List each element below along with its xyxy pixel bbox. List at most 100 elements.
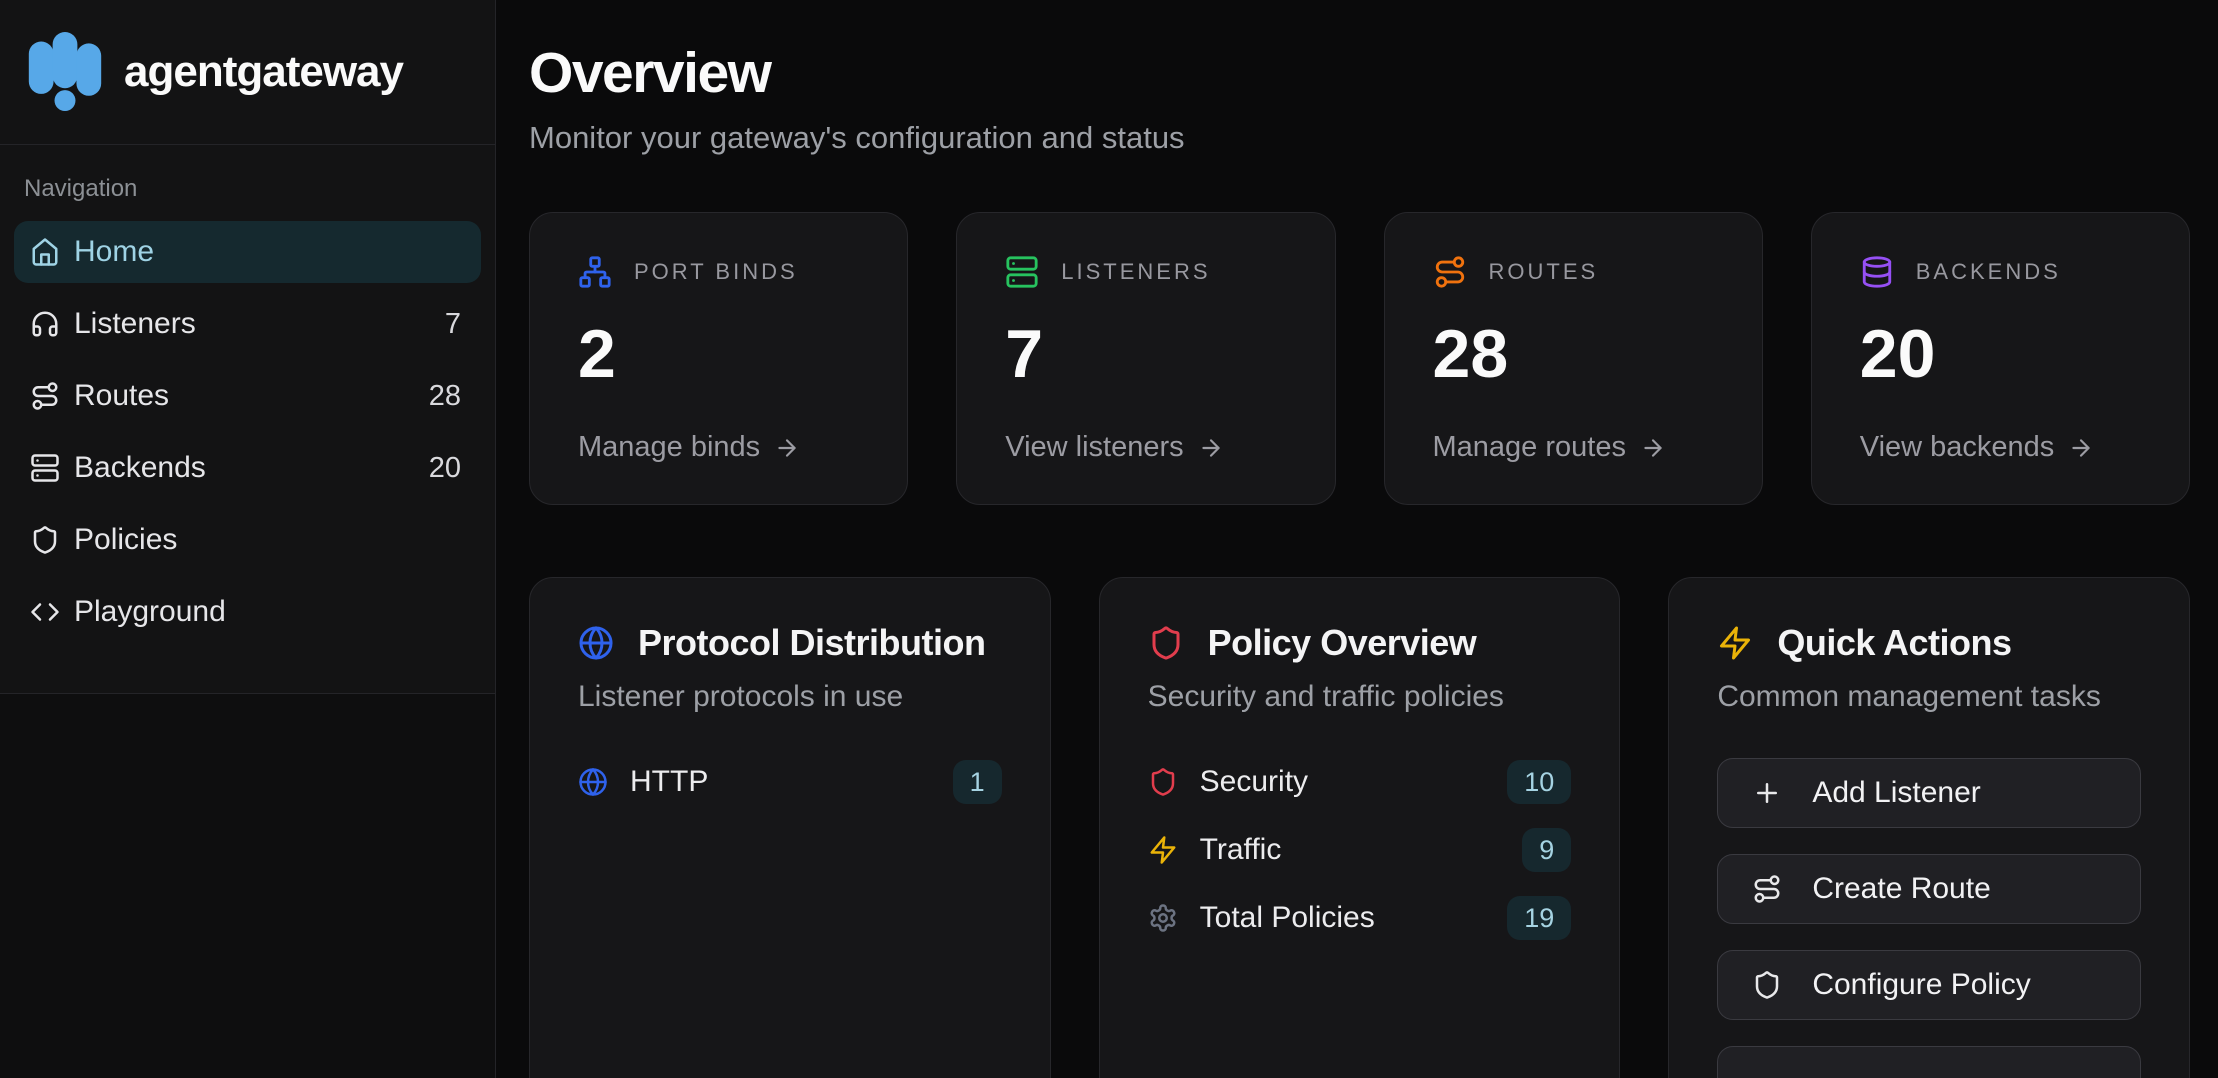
page-title: Overview [529, 41, 772, 105]
count-badge: 1 [952, 760, 1002, 804]
view-listeners-link[interactable]: View listeners [1005, 431, 1286, 464]
quick-actions-list: Add Listener Create Route Configure Poli… [1717, 758, 2141, 1078]
globe-icon [578, 625, 614, 661]
gear-icon [1148, 903, 1178, 933]
shield-icon [1148, 767, 1178, 797]
policy-row-total: Total Policies 19 [1148, 896, 1572, 940]
sidebar-item-count: 28 [428, 379, 461, 412]
configure-policy-button[interactable]: Configure Policy [1717, 950, 2141, 1020]
stat-card-header: BACKENDS [1860, 255, 2141, 289]
manage-binds-link[interactable]: Manage binds [578, 431, 859, 464]
policy-row-traffic: Traffic 9 [1148, 828, 1572, 872]
database-icon [1860, 255, 1894, 289]
protocol-list: HTTP 1 [578, 760, 1002, 804]
shield-icon [1752, 970, 1782, 1000]
stat-card-header: ROUTES [1433, 255, 1714, 289]
arrow-right-icon [2068, 435, 2094, 461]
policy-list: Security 10 Traffic 9 Total Policies 19 [1148, 760, 1572, 940]
nav-section-label: Navigation [24, 175, 138, 202]
stat-card-port-binds: PORT BINDS 2 Manage binds [529, 212, 909, 505]
agentgateway-logo-icon [28, 32, 102, 112]
protocol-label: HTTP [630, 765, 709, 798]
main-content: Overview Monitor your gateway's configur… [496, 0, 2218, 1078]
sidebar-item-routes[interactable]: Routes 28 [14, 365, 481, 427]
sidebar-nav: Navigation Home Listeners 7 Routes 28 Ba… [0, 145, 495, 694]
sidebar-item-backends[interactable]: Backends 20 [14, 437, 481, 499]
panel-title: Protocol Distribution [638, 622, 986, 663]
stat-card-listeners: LISTENERS 7 View listeners [956, 212, 1336, 505]
stat-card-backends: BACKENDS 20 View backends [1810, 212, 2190, 505]
sidebar-empty-area [0, 694, 495, 1078]
globe-icon [578, 767, 608, 797]
sidebar-item-label: Playground [74, 595, 226, 628]
stat-label: BACKENDS [1915, 259, 2061, 284]
headphones-icon [30, 309, 60, 339]
protocol-distribution-card: Protocol Distribution Listener protocols… [529, 577, 1051, 1078]
panel-title: Policy Overview [1207, 622, 1477, 663]
arrow-right-icon [1198, 435, 1224, 461]
policy-row-security: Security 10 [1148, 760, 1572, 804]
panel-subtitle: Security and traffic policies [1147, 680, 1504, 713]
panel-subtitle: Common management tasks [1717, 680, 2101, 713]
sidebar-item-home[interactable]: Home [14, 221, 481, 283]
quick-actions-card: Quick Actions Common management tasks Ad… [1668, 577, 2190, 1078]
stat-link-label: Manage routes [1432, 431, 1626, 463]
house-icon [30, 237, 60, 267]
zap-icon [1717, 625, 1753, 661]
stat-link-label: View backends [1859, 431, 2055, 463]
policy-label: Total Policies [1199, 901, 1375, 934]
sidebar-item-label: Listeners [74, 307, 196, 340]
sidebar-item-listeners[interactable]: Listeners 7 [14, 293, 481, 355]
network-icon [578, 255, 612, 289]
quick-action-button-partial[interactable] [1717, 1046, 2141, 1078]
sidebar-item-count: 7 [444, 307, 461, 340]
stat-label: LISTENERS [1061, 259, 1211, 284]
panel-subtitle: Listener protocols in use [578, 680, 904, 713]
sidebar-item-label: Backends [74, 451, 206, 484]
shield-icon [1148, 625, 1184, 661]
sidebar-item-label: Policies [74, 523, 178, 556]
panel-header: Quick Actions [1717, 622, 2141, 664]
stats-row: PORT BINDS 2 Manage binds LISTENERS 7 Vi… [529, 212, 2190, 505]
code-icon [30, 597, 60, 627]
policy-label: Traffic [1199, 833, 1282, 866]
add-listener-button[interactable]: Add Listener [1717, 758, 2141, 828]
policy-overview-card: Policy Overview Security and traffic pol… [1098, 577, 1621, 1078]
stat-label: PORT BINDS [634, 259, 798, 284]
panel-title: Quick Actions [1777, 622, 2012, 663]
count-badge: 10 [1507, 760, 1572, 804]
route-icon [1752, 874, 1782, 904]
server-icon [30, 453, 60, 483]
logo[interactable]: agentgateway [0, 0, 495, 145]
button-label: Create Route [1812, 872, 1991, 905]
stat-value: 28 [1432, 316, 1509, 392]
stat-value: 7 [1005, 316, 1044, 392]
button-label: Configure Policy [1812, 968, 2031, 1001]
sidebar-item-playground[interactable]: Playground [14, 581, 481, 643]
stat-card-header: PORT BINDS [578, 255, 859, 289]
panels-row: Protocol Distribution Listener protocols… [529, 577, 2190, 1078]
manage-routes-link[interactable]: Manage routes [1433, 431, 1714, 464]
shield-icon [30, 525, 60, 555]
page-subtitle: Monitor your gateway's configuration and… [529, 120, 1185, 155]
sidebar-item-policies[interactable]: Policies [14, 509, 481, 571]
stat-card-header: LISTENERS [1005, 255, 1286, 289]
create-route-button[interactable]: Create Route [1717, 854, 2141, 924]
sidebar-item-count: 20 [428, 451, 461, 484]
app-title: agentgateway [124, 47, 404, 96]
sidebar-item-label: Routes [74, 379, 170, 412]
view-backends-link[interactable]: View backends [1860, 431, 2141, 464]
button-label: Add Listener [1812, 776, 1981, 809]
count-badge: 19 [1507, 896, 1572, 940]
stat-value: 20 [1859, 316, 1936, 392]
route-icon [30, 381, 60, 411]
sidebar-item-label: Home [74, 235, 155, 268]
stat-label: ROUTES [1488, 259, 1599, 284]
zap-icon [1148, 835, 1178, 865]
stat-card-routes: ROUTES 28 Manage routes [1383, 212, 1763, 505]
stat-link-label: View listeners [1005, 431, 1184, 463]
route-icon [1433, 255, 1467, 289]
panel-header: Protocol Distribution [578, 622, 1002, 664]
panel-header: Policy Overview [1148, 622, 1572, 664]
